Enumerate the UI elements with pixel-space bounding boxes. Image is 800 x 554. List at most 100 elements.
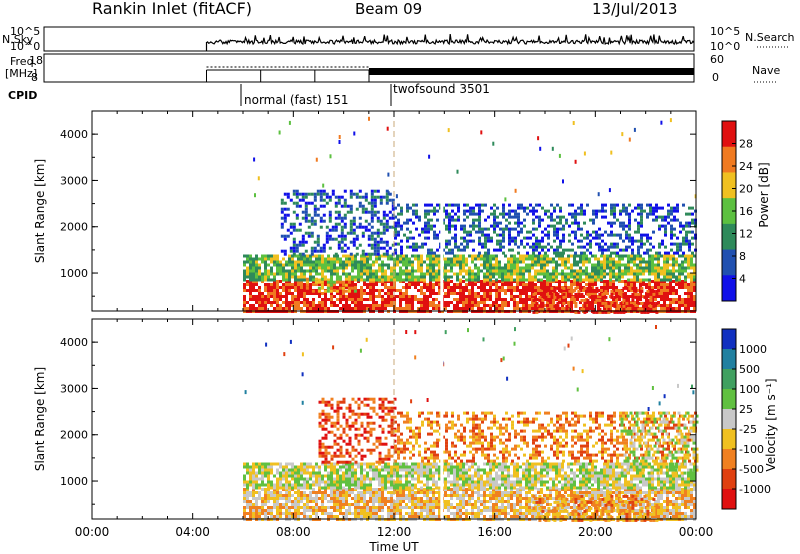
power-cell xyxy=(561,263,564,267)
power-cell xyxy=(568,292,572,296)
power-cell xyxy=(432,272,435,276)
power-cell xyxy=(535,215,538,219)
power-cell xyxy=(354,307,357,310)
power-cell xyxy=(610,292,614,296)
velocity-cell xyxy=(558,494,561,497)
power-cell xyxy=(486,278,489,282)
power-cell xyxy=(628,245,631,249)
power-cell xyxy=(457,218,460,222)
power-cell xyxy=(502,212,505,216)
velocity-cell xyxy=(309,491,312,494)
power-cell xyxy=(243,272,246,276)
power-cell xyxy=(483,304,486,307)
velocity-cell xyxy=(450,494,453,497)
velocity-cell xyxy=(405,512,408,515)
power-cell xyxy=(390,272,393,276)
power-cell xyxy=(258,295,261,298)
power-cell xyxy=(535,310,539,314)
power-cell xyxy=(426,301,429,304)
power-cell xyxy=(687,304,690,307)
velocity-cell xyxy=(501,500,504,503)
velocity-cell xyxy=(246,506,249,509)
power-cell xyxy=(495,286,498,289)
power-cell xyxy=(339,292,342,295)
power-cell xyxy=(402,292,405,295)
power-cell xyxy=(649,203,652,207)
power-cell xyxy=(553,304,557,308)
power-cell xyxy=(546,254,549,258)
power-cell xyxy=(432,269,435,273)
power-cell xyxy=(471,254,474,258)
power-cell xyxy=(687,286,690,289)
power-cell xyxy=(327,260,330,264)
power-cell xyxy=(684,304,687,307)
power-cell xyxy=(489,278,492,282)
power-cell xyxy=(621,272,624,276)
power-cell xyxy=(459,278,462,282)
power-cell xyxy=(637,206,640,210)
power-cell xyxy=(612,269,615,273)
power-cell xyxy=(337,195,341,199)
power-cell xyxy=(364,219,368,223)
power-cell xyxy=(399,257,402,261)
power-cell xyxy=(609,272,612,276)
velocity-cell xyxy=(330,512,333,515)
velocity-cell xyxy=(414,500,417,503)
power-cell xyxy=(486,298,489,301)
power-cell xyxy=(282,307,285,310)
velocity-cell xyxy=(396,497,399,500)
power-cell xyxy=(654,286,657,289)
power-cell xyxy=(663,266,666,270)
power-cell xyxy=(393,257,396,261)
velocity-cell xyxy=(258,497,261,500)
power-cell xyxy=(321,266,324,270)
power-cell xyxy=(432,298,435,301)
power-cell xyxy=(492,263,495,267)
power-cell xyxy=(426,254,429,258)
power-cell xyxy=(586,233,589,237)
power-cell xyxy=(639,269,642,273)
power-cell xyxy=(555,263,558,267)
power-cell xyxy=(676,236,679,240)
power-cell xyxy=(394,230,397,234)
power-cell xyxy=(532,209,535,213)
power-cell xyxy=(690,254,693,258)
power-cell xyxy=(564,260,567,264)
power-cell xyxy=(291,260,294,264)
power-cell xyxy=(426,272,429,276)
power-cell xyxy=(496,242,499,246)
freq-tick-top: 18 xyxy=(29,54,43,67)
velocity-cell xyxy=(444,500,447,503)
power-cell xyxy=(357,292,360,295)
power-cell xyxy=(352,243,356,247)
power-cell xyxy=(258,263,261,267)
power-cell xyxy=(525,292,528,295)
power-cell xyxy=(342,272,345,276)
power-cell xyxy=(343,204,347,208)
power-cell xyxy=(357,278,360,282)
power-cell xyxy=(339,260,342,264)
velocity-cell xyxy=(492,509,495,512)
velocity-cell xyxy=(270,494,273,497)
power-cell xyxy=(654,298,657,301)
power-cell xyxy=(597,269,600,273)
velocity-cell xyxy=(369,497,372,500)
power-cell xyxy=(592,212,595,216)
velocity-cell xyxy=(366,509,369,512)
power-cell xyxy=(657,278,660,282)
power-cell xyxy=(474,283,477,286)
velocity-cell xyxy=(447,509,450,512)
power-cell xyxy=(625,286,629,290)
power-cell xyxy=(309,266,312,270)
power-cell xyxy=(627,295,630,298)
power-cell xyxy=(330,257,333,261)
power-cell xyxy=(588,275,591,279)
power-cell xyxy=(544,212,547,216)
power-cell xyxy=(547,209,550,213)
velocity-cell xyxy=(381,503,384,506)
power-cell xyxy=(291,266,294,270)
power-cell xyxy=(517,221,520,225)
power-cell xyxy=(411,269,414,273)
power-cell xyxy=(420,307,423,310)
power-cell xyxy=(564,295,567,298)
